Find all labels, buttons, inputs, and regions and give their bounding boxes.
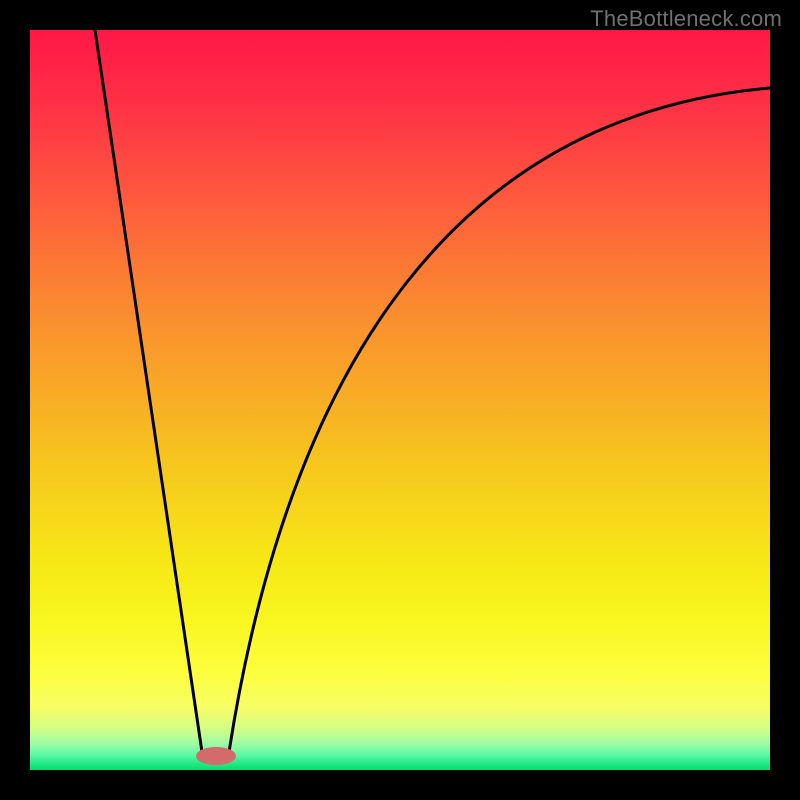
chart-svg (30, 30, 770, 770)
plot-area (30, 30, 770, 770)
gradient-background (30, 30, 770, 770)
chart-container: TheBottleneck.com (0, 0, 800, 800)
watermark-text: TheBottleneck.com (590, 6, 782, 32)
trough-marker (196, 747, 236, 765)
